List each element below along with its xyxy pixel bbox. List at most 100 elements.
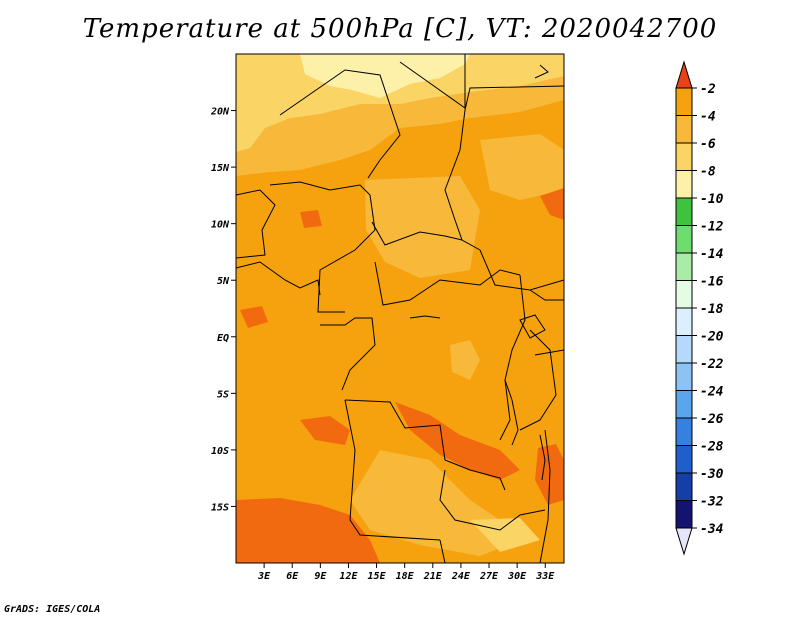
colorbar-segment: [675, 472, 693, 501]
colorbar-segment: [675, 87, 693, 116]
colorbar-segment: [675, 307, 693, 336]
coast-congo-river: [409, 315, 441, 319]
lon-tick-label: 27E: [479, 571, 499, 582]
colorbar-label: -24: [700, 385, 724, 400]
field-warm-angola: [300, 416, 350, 445]
colorbar-label: -18: [700, 302, 724, 317]
lat-tick-label: 15S: [211, 502, 229, 513]
colorbar-label: -2: [700, 82, 716, 97]
colorbar-segment: [675, 225, 693, 254]
border-drc-east: [499, 274, 526, 441]
border-car-congo: [374, 261, 521, 306]
border-zambia: [439, 469, 546, 531]
colorbar-under-triangle: [675, 527, 693, 556]
border-egypt-sudan-east: [534, 64, 549, 79]
colorbar-segment: [675, 335, 693, 364]
field-warm-gulf: [240, 306, 268, 328]
colorbar-label: -10: [700, 192, 724, 207]
border-chad-car: [371, 221, 463, 246]
lat-tick-label: 10S: [211, 446, 229, 457]
colorbar-segment: [675, 280, 693, 309]
colorbar-label: -4: [700, 110, 716, 125]
temperature-map-figure: 20N 15N 10N 5N EQ 5S 10S 15S 3E 6E 9E 12E 15E 18E 21E…: [210, 53, 724, 582]
border-west-africa: [236, 189, 276, 259]
lon-tick-label: 18E: [396, 571, 415, 582]
map-frame: [235, 53, 565, 564]
field-warm-southwest: [236, 498, 380, 563]
colorbar-segment: [675, 115, 693, 144]
longitude-axis: 3E 6E 9E 12E 15E 18E 21E 24E 27E 30E 33E: [257, 563, 555, 582]
border-angola-drc: [344, 399, 506, 491]
lon-tick-label: 3E: [257, 571, 271, 582]
country-borders: [236, 54, 564, 563]
lon-tick-label: 12E: [339, 571, 358, 582]
colorbar-label: -20: [700, 330, 724, 345]
border-ethiopia: [529, 289, 564, 301]
lon-tick-label: 21E: [423, 571, 443, 582]
lat-tick-label: 10N: [211, 220, 230, 231]
grads-credit: GrADS: IGES/COLA: [4, 604, 101, 615]
border-algeria-libya: [279, 69, 401, 179]
colorbar-label: -6: [700, 137, 716, 152]
lat-tick-label: 20N: [210, 107, 230, 118]
field-warm-ethiopia: [540, 188, 564, 220]
colorbar-label: -26: [700, 412, 724, 427]
lon-tick-label: 24E: [451, 571, 471, 582]
border-mozambique: [539, 429, 551, 563]
lat-tick-label: 5S: [217, 389, 229, 400]
colorbar-segment: [675, 142, 693, 171]
temperature-field: [236, 54, 564, 563]
lon-tick-label: 33E: [535, 571, 555, 582]
lat-tick-label: EQ: [217, 333, 229, 344]
field-band-8-6-patch-east: [480, 134, 564, 200]
map-title: Temperature at 500hPa [C], VT: 202004270…: [82, 14, 718, 44]
field-band-12-10-north: [300, 54, 470, 98]
field-band-8-6-patch-south: [350, 450, 520, 556]
colorbar-label: -8: [700, 165, 716, 180]
lon-tick-label: 30E: [507, 571, 527, 582]
colorbar-label: -14: [700, 247, 724, 262]
border-angola-namibia: [344, 399, 441, 541]
colorbar-segment: [675, 500, 693, 529]
coast-lake-victoria: [519, 314, 546, 339]
field-warm-shaba: [395, 402, 520, 480]
colorbar-label: -22: [700, 357, 724, 372]
colorbar: -2 -4 -6 -8 -10 -12 -14 -16 -18 -20 -22 -24 -26 -28 -3…: [675, 60, 724, 556]
colorbar-segment: [675, 417, 693, 446]
colorbar-label: -34: [700, 522, 724, 537]
colorbar-label: -12: [700, 220, 724, 235]
lon-tick-label: 9E: [314, 571, 327, 582]
border-cameroon: [317, 194, 376, 313]
colorbar-segment: [675, 390, 693, 419]
border-south-sudan: [479, 249, 564, 291]
field-band-8-6-patch-sahel: [365, 176, 480, 278]
border-gabon-congo: [320, 317, 376, 391]
border-botswana: [439, 539, 446, 563]
lon-tick-label: 15E: [368, 571, 387, 582]
lat-tick-label: 5N: [217, 276, 230, 287]
border-kenya: [534, 349, 564, 356]
colorbar-segment: [675, 197, 693, 226]
coast-lake-tanganyika: [504, 379, 519, 446]
border-chad-sudan: [444, 109, 481, 251]
colorbar-segment: [675, 362, 693, 391]
border-tanzania: [519, 329, 557, 431]
field-band-8-6-patch-basin: [450, 340, 480, 380]
colorbar-segment: [675, 445, 693, 474]
coast-lake-malawi: [539, 434, 546, 481]
colorbar-over-triangle: [675, 60, 693, 89]
lat-tick-label: 15N: [211, 163, 230, 174]
colorbar-segment: [675, 170, 693, 199]
colorbar-label: -30: [700, 467, 724, 482]
lon-tick-label: 6E: [286, 571, 299, 582]
border-niger-nigeria: [269, 181, 371, 196]
colorbar-segment: [675, 252, 693, 281]
colorbar-label: -32: [700, 495, 724, 510]
colorbar-label: -28: [700, 440, 724, 455]
field-warm-nigeria: [300, 210, 322, 228]
border-sudan-north: [464, 85, 564, 111]
colorbar-label: -16: [700, 275, 724, 290]
latitude-axis: 20N 15N 10N 5N EQ 5S 10S 15S: [210, 107, 236, 513]
coast-gulf-guinea: [236, 261, 321, 296]
field-band-10-8-patch-south: [470, 518, 540, 552]
